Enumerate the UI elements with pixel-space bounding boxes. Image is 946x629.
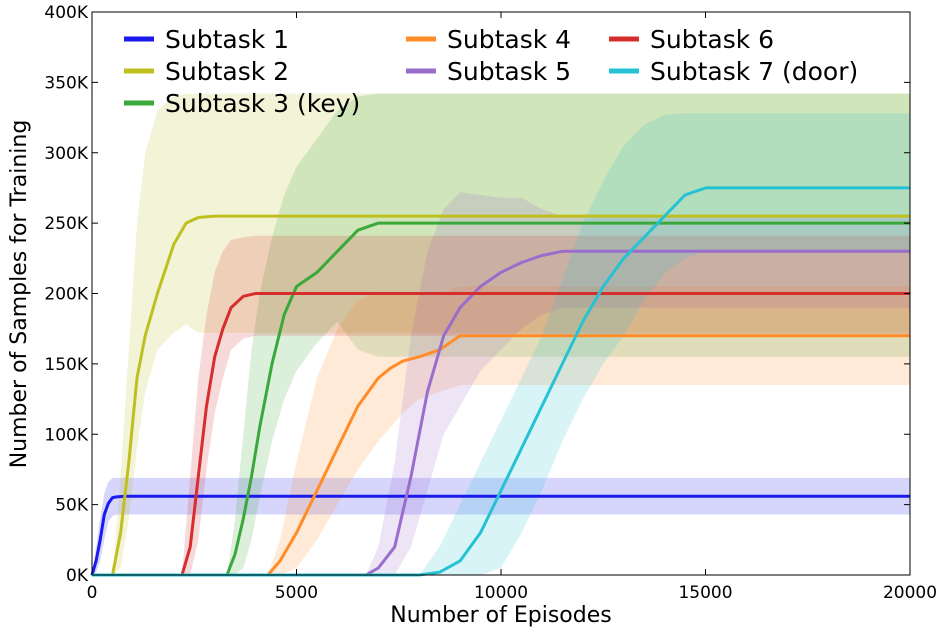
x-tick-label: 20000: [883, 583, 937, 603]
series-band-2: [92, 93, 910, 575]
y-tick-label: 400K: [44, 3, 88, 23]
series-line-2: [92, 214, 910, 577]
x-axis-label: Number of Episodes: [390, 603, 611, 628]
y-tick-label: 0K: [66, 566, 89, 586]
legend: Subtask 1 Subtask 2 Subtask 3 (key) Subtask…: [124, 25, 858, 118]
series-band-7: [92, 113, 910, 576]
series-line-5: [92, 249, 910, 577]
y-tick-label: 300K: [44, 144, 88, 164]
y-tick-label: 250K: [44, 214, 88, 234]
y-tick-label: 50K: [55, 496, 89, 516]
x-axis: 0 5000 10000 15000 20000: [87, 12, 937, 603]
y-tick-label: 200K: [44, 285, 88, 305]
y-tick-label: 150K: [44, 355, 88, 375]
legend-label: Subtask 2: [165, 57, 289, 86]
series-band-1: [92, 477, 910, 575]
y-axis: 0K 50K 100K 150K 200K 250K 300K 350K 400K: [44, 3, 910, 586]
series-line-4: [92, 334, 910, 577]
y-tick-label: 350K: [44, 73, 88, 93]
series-line-3: [92, 221, 910, 577]
series-band-5: [92, 192, 910, 575]
legend-label: Subtask 4: [447, 25, 571, 54]
series-band-6: [92, 235, 910, 576]
legend-label: Subtask 1: [165, 25, 289, 54]
series-band-4: [92, 286, 910, 575]
y-axis-label: Number of Samples for Training: [7, 120, 32, 469]
y-tick-label: 100K: [44, 425, 88, 445]
x-tick-label: 5000: [275, 583, 318, 603]
series-line-7: [92, 186, 910, 577]
x-tick-label: 0: [87, 583, 98, 603]
series-line-1: [90, 494, 910, 576]
legend-label: Subtask 6: [650, 25, 774, 54]
x-tick-label: 10000: [474, 583, 528, 603]
legend-label: Subtask 7 (door): [650, 57, 858, 86]
series-line-6: [92, 292, 910, 577]
legend-label: Subtask 3 (key): [165, 89, 360, 118]
bands-layer: [92, 93, 910, 576]
lines-layer: [90, 186, 910, 577]
x-tick-label: 15000: [678, 583, 732, 603]
legend-label: Subtask 5: [447, 57, 571, 86]
